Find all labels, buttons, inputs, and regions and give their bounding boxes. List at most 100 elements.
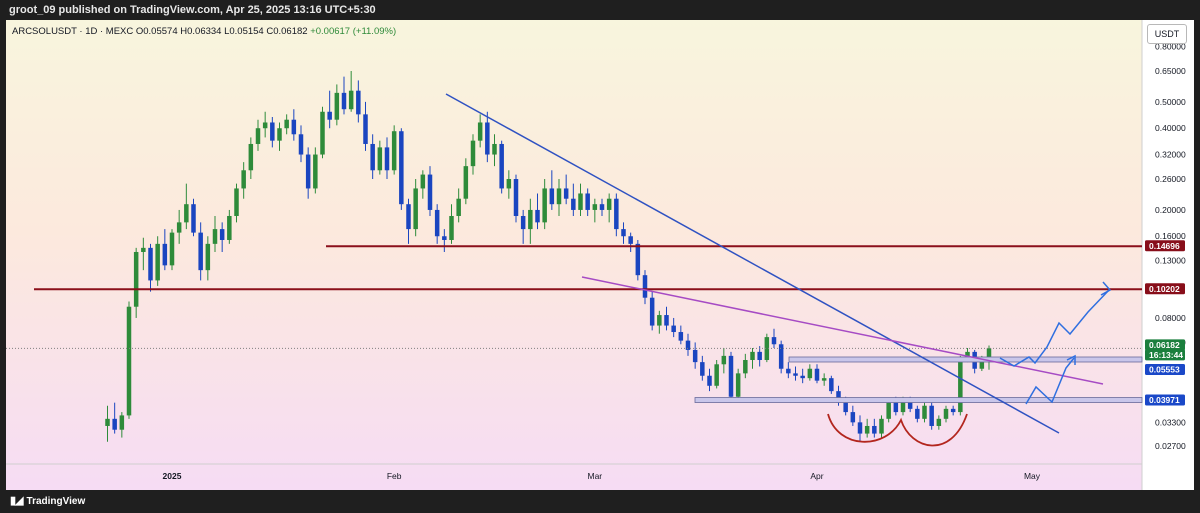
candle-body [219,229,225,240]
candle-body [549,188,555,205]
candle-body [456,198,461,216]
symbol-legend: ARCSOLUSDT · 1D · MEXC O0.05574 H0.06334… [12,26,396,37]
time-axis-labels: 2025 Feb Mar Apr May [163,471,1041,481]
candle-body [513,179,519,216]
time-axis-label: Apr [810,471,823,481]
candle-body [320,111,325,155]
candle-body [155,243,160,281]
drawings-layer [445,93,1112,447]
candle-body [384,147,390,171]
price-tag-label: 0.10202 [1149,284,1180,294]
candle-body [635,243,641,276]
projection-arrowhead-lower [1066,354,1076,365]
price-tag-bg [1145,240,1185,252]
candle-body [778,344,784,369]
candle-body [886,402,891,419]
candle-body [327,111,332,120]
candle-body [915,408,920,419]
price-axis-label: 0.03300 [1155,417,1186,427]
time-axis-label: Feb [387,471,402,481]
price-axis-label: 0.08000 [1155,313,1186,323]
footer-bar: ▮◢ TradingView [0,490,1200,513]
candle-body [176,222,182,233]
candle-body [341,92,347,110]
candle-body [434,209,440,237]
candle-body [420,174,426,189]
candle-body [606,198,612,210]
candle-body [750,351,755,361]
secondary-trendline [581,276,1104,385]
publisher-line: groot_09 published on TradingView.com, A… [9,4,376,16]
tradingview-logo[interactable]: ▮◢ TradingView [10,495,85,508]
price-axis-label: 0.02700 [1155,441,1186,451]
candle-body [334,92,340,120]
candle-body [556,188,562,205]
candle-body [843,402,848,413]
candle-body [298,134,304,155]
candle-body [907,399,913,409]
candle-body [413,188,418,230]
candle-body [700,362,705,376]
price-axis-label: 0.65000 [1155,66,1186,76]
candle-body [893,402,899,413]
price-axis-label: 0.50000 [1155,97,1186,107]
price-axis-label: 0.16000 [1155,231,1186,241]
price-axis-label: 0.13000 [1155,256,1186,266]
price-tag-bg [1145,283,1185,295]
candle-body [872,425,877,434]
candle-body [391,131,397,171]
price-chart[interactable]: 0.80000 0.65000 0.50000 0.40000 0.32000 0.260… [6,20,1194,490]
chart-frame[interactable]: 0.80000 0.65000 0.50000 0.40000 0.32000 0.260… [6,20,1194,490]
candle-body [305,154,311,189]
candle-body [814,368,820,381]
candle-body [485,122,490,155]
candle-body [642,275,648,298]
candle-body [714,364,719,386]
candle-body [227,215,232,240]
candle-body [470,140,476,167]
downtrend-line [445,93,1060,434]
legend-high: H0.06334 [180,26,222,37]
candle-body [105,418,110,426]
candle-body [363,114,368,144]
candle-body [771,337,777,345]
candle-body [592,204,598,210]
candle-body [943,408,949,419]
candle-body [184,204,189,223]
candle-body [477,122,483,141]
candle-body [399,131,404,205]
price-axis-label: 0.32000 [1155,150,1186,160]
price-tag-bg [1145,349,1185,361]
candle-body [406,204,411,230]
candle-body [449,215,454,240]
candle-body [535,209,540,223]
candle-body [707,375,712,386]
candle-body [427,174,433,210]
candle-body [463,166,469,199]
candle-body [277,128,282,141]
projection-path-lower [1025,357,1075,405]
candle-body [614,198,619,230]
tradingview-logo-icon: ▮◢ [10,495,23,507]
candle-body [284,119,289,129]
candle-body [169,232,175,266]
price-axis-background [1142,20,1194,490]
candle-body [986,348,992,361]
price-tag-label: 0.03971 [1149,395,1180,405]
candle-body [162,243,168,266]
candle-body [528,209,533,230]
currency-unit-button[interactable]: USDT [1147,24,1187,44]
candle-body [492,143,497,155]
price-tag-label: 16:13:44 [1149,350,1183,360]
candle-body [879,418,884,434]
candle-body [721,355,727,365]
candle-body [262,122,268,129]
candle-body [205,243,211,271]
legend-close: C0.06182 [266,26,308,37]
candle-body [922,405,927,419]
candle-body [621,229,626,237]
levels-layer [6,245,1143,403]
candle-body [829,378,834,392]
candle-body [793,373,798,376]
candle-body [979,360,985,369]
